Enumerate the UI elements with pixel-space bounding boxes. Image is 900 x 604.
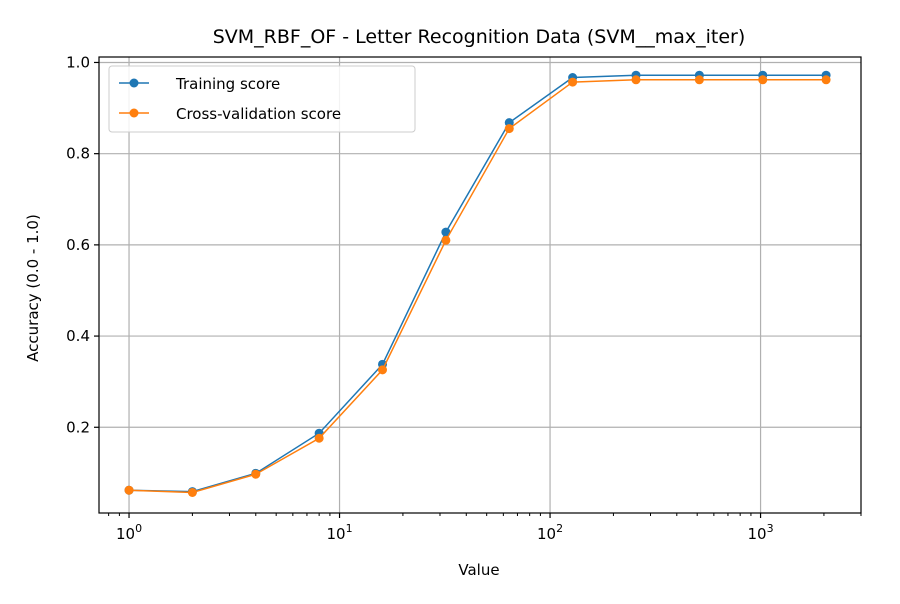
series-line [129,74,827,493]
x-tick-label: 101 [326,522,352,543]
data-point [187,487,197,497]
x-tick-label: 102 [537,522,563,543]
legend-marker [129,108,139,118]
grid-lines [99,57,861,513]
y-tick-label: 1.0 [66,53,90,71]
data-point [441,235,451,245]
data-point [758,75,768,85]
legend-item: Training score [119,75,280,93]
y-tick-label: 0.4 [66,327,90,345]
axes: 100 101 102 103 0.2 0.4 0.6 0.8 1.0 [66,53,862,543]
y-axis-label: Accuracy (0.0 - 1.0) [24,214,42,362]
x-axis-label: Value [458,561,499,579]
data-point [441,227,451,237]
data-point [314,433,324,443]
data-point [631,75,641,85]
y-tick-label: 0.2 [66,418,90,436]
series-layer [124,70,831,497]
series-1 [124,75,831,497]
legend-label: Cross-validation score [176,105,341,123]
legend-marker [129,78,139,88]
y-tick-label: 0.8 [66,145,90,163]
legend-label: Training score [175,75,280,93]
data-point [504,124,514,134]
legend-box [108,65,416,133]
legend: Training score Cross-validation score [108,65,416,133]
y-tick-label: 0.6 [66,236,90,254]
series-line [129,79,827,494]
chart-title: SVM_RBF_OF - Letter Recognition Data (SV… [213,26,746,48]
data-point [124,485,134,495]
data-point [821,75,831,85]
x-tick-label: 103 [748,522,774,543]
data-point [378,365,388,375]
legend-item: Cross-validation score [119,105,341,123]
data-point [694,75,704,85]
data-point [568,77,578,87]
data-point [251,469,261,479]
x-tick-label: 100 [116,522,142,543]
plot-frame [98,56,862,514]
